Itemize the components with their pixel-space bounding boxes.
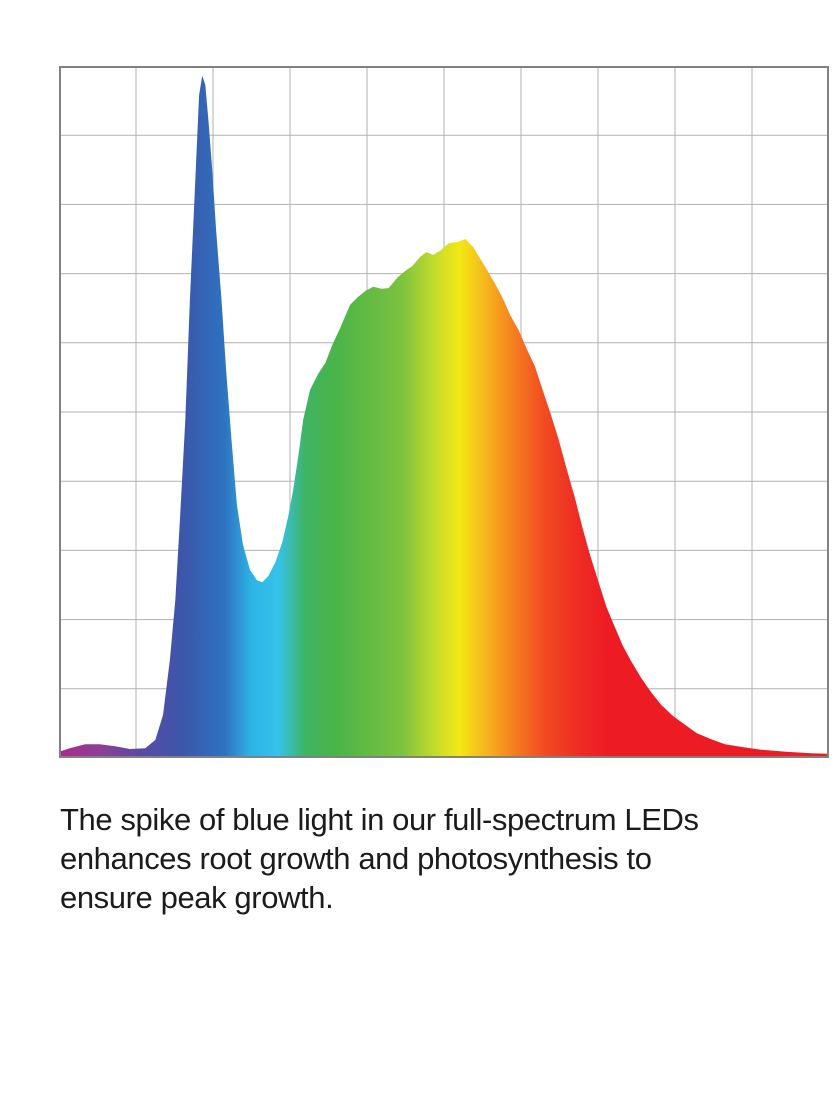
plot-border	[59, 66, 829, 758]
caption-line: The spike of blue light in our full-spec…	[60, 802, 699, 837]
caption: The spike of blue light in our full-spec…	[60, 800, 800, 917]
caption-line: enhances root growth and photosynthesis …	[60, 841, 652, 876]
spectrum-chart	[59, 66, 829, 758]
spectrum-area-fill	[59, 75, 829, 758]
caption-line: ensure peak growth.	[60, 880, 334, 915]
spectrum-plot	[59, 66, 829, 758]
